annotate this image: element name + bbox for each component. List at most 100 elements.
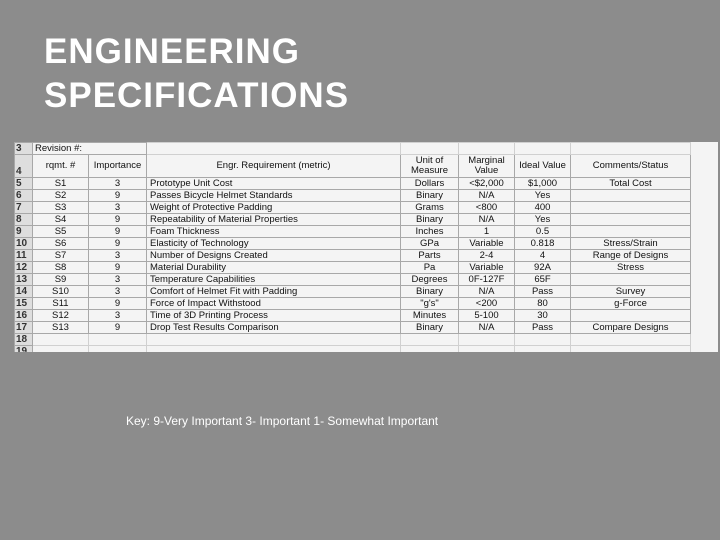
cell-ideal-value: Yes [514, 213, 571, 226]
cell [146, 345, 401, 352]
title-line-2: SPECIFICATIONS [44, 76, 350, 115]
cell-marginal-value: 0F-127F [458, 273, 515, 286]
cell-ideal-value: 4 [514, 249, 571, 262]
table-row: 15 S11 9 Force of Impact Withstood "g's" <200… [14, 297, 691, 310]
cell-importance: 9 [88, 321, 147, 334]
cell [32, 333, 89, 346]
cell-requirement: Temperature Capabilities [146, 273, 401, 286]
cell-rqmt-id: S9 [32, 273, 89, 286]
row-number: 17 [14, 321, 33, 334]
cell-rqmt-id: S2 [32, 189, 89, 202]
cell [400, 345, 459, 352]
cell-marginal-value: <200 [458, 297, 515, 310]
cell-rqmt-id: S7 [32, 249, 89, 262]
cell [514, 142, 571, 155]
row-number: 3 [14, 142, 33, 155]
cell-ideal-value: 400 [514, 201, 571, 214]
cell-unit: Degrees [400, 273, 459, 286]
row-number: 12 [14, 261, 33, 274]
cell-importance: 3 [88, 249, 147, 262]
cell-importance: 9 [88, 225, 147, 238]
cell-comments: Stress [570, 261, 691, 274]
cell-importance: 9 [88, 297, 147, 310]
cell-requirement: Elasticity of Technology [146, 237, 401, 250]
cell-comments [570, 309, 691, 322]
specifications-spreadsheet: 3 Revision #: 4 rqmt. # Importance Engr.… [14, 142, 718, 352]
cell-comments: Stress/Strain [570, 237, 691, 250]
cell-unit: Dollars [400, 177, 459, 190]
cell-marginal-value: N/A [458, 285, 515, 298]
cell-comments: Total Cost [570, 177, 691, 190]
cell-unit: "g's" [400, 297, 459, 310]
cell-ideal-value: Pass [514, 321, 571, 334]
header-row: 4 rqmt. # Importance Engr. Requirement (… [14, 154, 691, 178]
cell-marginal-value: 2-4 [458, 249, 515, 262]
cell-importance: 9 [88, 261, 147, 274]
cell-requirement: Foam Thickness [146, 225, 401, 238]
cell-rqmt-id: S6 [32, 237, 89, 250]
cell-unit: Minutes [400, 309, 459, 322]
cell-marginal-value: <800 [458, 201, 515, 214]
title-line-1: ENGINEERING [44, 32, 301, 71]
cell-marginal-value: Variable [458, 261, 515, 274]
row-number: 7 [14, 201, 33, 214]
cell-importance: 9 [88, 213, 147, 226]
row-number: 19 [14, 345, 33, 352]
row-number: 16 [14, 309, 33, 322]
table-row: 6 S2 9 Passes Bicycle Helmet Standards Binar… [14, 189, 691, 202]
cell-unit: GPa [400, 237, 459, 250]
cell-marginal-value: 1 [458, 225, 515, 238]
cell [570, 333, 691, 346]
table-row: 12 S8 9 Material Durability Pa Variable 92A Str… [14, 261, 691, 274]
cell-unit: Binary [400, 213, 459, 226]
cell-rqmt-id: S10 [32, 285, 89, 298]
table-row: 7 S3 3 Weight of Protective Padding Grams <80… [14, 201, 691, 214]
row-number: 15 [14, 297, 33, 310]
cell [514, 333, 571, 346]
cell-ideal-value: 65F [514, 273, 571, 286]
cell-ideal-value: 80 [514, 297, 571, 310]
cell-requirement: Repeatability of Material Properties [146, 213, 401, 226]
header-ideal: Ideal Value [514, 154, 571, 178]
cell [146, 142, 401, 155]
cell-marginal-value: N/A [458, 213, 515, 226]
cell-marginal-value: N/A [458, 321, 515, 334]
slide-title: ENGINEERING SPECIFICATIONS [44, 30, 349, 118]
cell-ideal-value: 92A [514, 261, 571, 274]
cell [514, 345, 571, 352]
cell-marginal-value: 5-100 [458, 309, 515, 322]
cell-marginal-value: <$2,000 [458, 177, 515, 190]
cell-rqmt-id: S13 [32, 321, 89, 334]
header-marginal: Marginal Value [458, 154, 515, 178]
header-unit: Unit of Measure [400, 154, 459, 178]
row-number: 13 [14, 273, 33, 286]
cell-ideal-value: Yes [514, 189, 571, 202]
cell-importance: 3 [88, 177, 147, 190]
cell-rqmt-id: S12 [32, 309, 89, 322]
cell-unit: Parts [400, 249, 459, 262]
cell-comments: g-Force [570, 297, 691, 310]
empty-row: 19 [14, 345, 691, 352]
cell-importance: 3 [88, 273, 147, 286]
cell [570, 345, 691, 352]
cell-requirement: Weight of Protective Padding [146, 201, 401, 214]
cell-ideal-value: 30 [514, 309, 571, 322]
cell-comments: Survey [570, 285, 691, 298]
cell-importance: 3 [88, 309, 147, 322]
cell-ideal-value: $1,000 [514, 177, 571, 190]
table-row: 5 S1 3 Prototype Unit Cost Dollars <$2,000 $1,… [14, 177, 691, 190]
cell-unit: Binary [400, 285, 459, 298]
cell-ideal-value: Pass [514, 285, 571, 298]
cell-comments [570, 189, 691, 202]
revision-label: Revision #: [32, 142, 147, 155]
cell [570, 142, 691, 155]
header-rqmt: rqmt. # [32, 154, 89, 178]
cell-ideal-value: 0.818 [514, 237, 571, 250]
specifications-table: 3 Revision #: 4 rqmt. # Importance Engr.… [14, 142, 691, 352]
cell [458, 142, 515, 155]
row-number: 9 [14, 225, 33, 238]
cell-comments: Compare Designs [570, 321, 691, 334]
cell-rqmt-id: S3 [32, 201, 89, 214]
cell-requirement: Material Durability [146, 261, 401, 274]
cell [400, 142, 459, 155]
